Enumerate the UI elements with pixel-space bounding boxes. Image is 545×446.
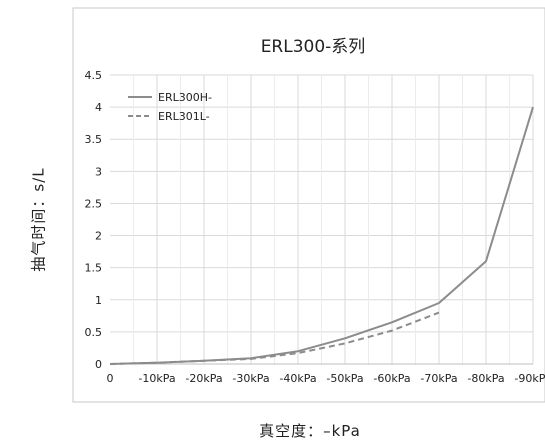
y-tick-label: 1.5 bbox=[85, 262, 103, 275]
x-tick-label: -10kPa bbox=[138, 372, 175, 385]
series-line-2 bbox=[109, 311, 440, 365]
y-tick-label: 2.5 bbox=[85, 197, 103, 210]
x-tick-label: -20kPa bbox=[185, 372, 222, 385]
gridlines bbox=[110, 74, 534, 365]
x-tick-label: 0 bbox=[107, 372, 114, 385]
y-tick-label: 4 bbox=[95, 101, 102, 114]
x-tick-label: -60kPa bbox=[373, 372, 410, 385]
x-tick-label: -50kPa bbox=[326, 372, 363, 385]
y-tick-label: 3 bbox=[95, 165, 102, 178]
x-axis-title: 真空度：–kPa bbox=[259, 422, 361, 440]
axes: 00.511.522.533.544.50 -10kPa -20kPa -30kPa -… bbox=[85, 69, 545, 385]
x-tick-label: -30kPa bbox=[232, 372, 269, 385]
chart-frame bbox=[72, 7, 545, 403]
legend: ERL300H- ERL301L- bbox=[128, 91, 212, 123]
legend-label: ERL301L- bbox=[158, 110, 210, 123]
x-tick-label: -80kPa bbox=[467, 372, 504, 385]
y-tick-label: 1 bbox=[95, 294, 102, 307]
y-tick-label: 2 bbox=[95, 230, 102, 243]
y-tick-label: 0 bbox=[95, 358, 102, 371]
x-tick-label: -70kPa bbox=[420, 372, 457, 385]
x-tick-label: -90kPa bbox=[514, 372, 545, 385]
y-tick-label: 3.5 bbox=[85, 133, 103, 146]
y-tick-label: 4.5 bbox=[85, 69, 103, 82]
x-tick-label: -40kPa bbox=[279, 372, 316, 385]
legend-label: ERL300H- bbox=[158, 91, 212, 104]
chart-title: ERL300-系列 bbox=[261, 37, 366, 57]
y-tick-label: 0.5 bbox=[85, 326, 103, 339]
series-lines bbox=[109, 106, 534, 365]
